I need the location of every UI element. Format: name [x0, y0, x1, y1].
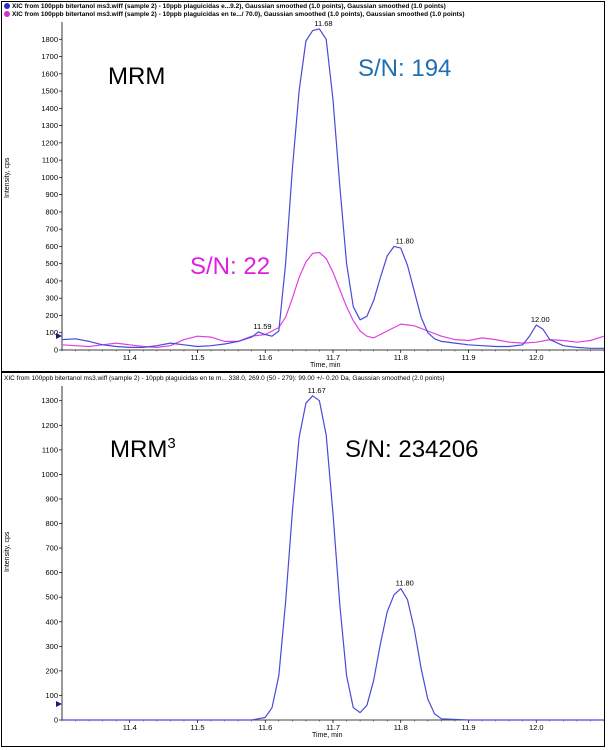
- top-threshold-marker-icon: [56, 333, 62, 339]
- bottom-y-tick-label: 1100: [42, 445, 58, 454]
- top-peak-label: 12.00: [531, 315, 550, 324]
- top-sn-blue-label: S/N: 194: [358, 55, 452, 82]
- bottom-y-tick-label: 500: [45, 593, 58, 602]
- top-y-tick-label: 1300: [41, 121, 58, 130]
- bottom-peak-label: 11.80: [396, 579, 414, 588]
- bottom-y-tick-label: 800: [45, 519, 58, 528]
- top-legend-entry-2: XIC from 100ppb bitertanol ms3.wiff (sam…: [4, 11, 604, 19]
- pink-series-dot-icon: [4, 11, 10, 18]
- top-y-tick-label: 100: [45, 328, 58, 337]
- top-y-tick-label: 800: [45, 207, 58, 216]
- top-y-tick-label: 1700: [41, 52, 58, 61]
- top-y-tick-label: 1200: [41, 138, 58, 147]
- top-sn-pink-label: S/N: 22: [190, 253, 271, 280]
- bottom-y-tick-label: 600: [45, 568, 58, 577]
- top-y-tick-label: 1000: [41, 173, 58, 182]
- top-x-tick-label: 11.8: [394, 353, 408, 362]
- bottom-x-tick-label: 12.0: [529, 723, 544, 732]
- bottom-y-tick-label: 400: [45, 617, 58, 626]
- bottom-y-tick-label: 1300: [41, 396, 58, 405]
- bottom-x-axis-label: Time, min: [312, 732, 343, 739]
- bottom-x-tick-label: 11.5: [190, 723, 204, 732]
- top-x-tick-label: 11.7: [326, 353, 340, 362]
- top-x-tick-label: 11.9: [461, 353, 475, 362]
- blue-series-dot-icon: [4, 3, 10, 10]
- top-method-label: MRM: [108, 63, 166, 90]
- top-x-axis-label: Time, min: [310, 362, 341, 369]
- bottom-x-tick-label: 11.8: [394, 723, 408, 732]
- bottom-x-tick-label: 11.9: [461, 723, 475, 732]
- method-superscript: 3: [167, 435, 176, 452]
- bottom-y-tick-label: 1000: [41, 470, 58, 479]
- top-y-tick-label: 700: [45, 225, 58, 234]
- top-x-tick-label: 11.4: [123, 353, 137, 362]
- top-y-tick-label: 300: [45, 294, 58, 303]
- bottom-x-tick-label: 11.7: [326, 723, 340, 732]
- bottom-y-tick-label: 0: [54, 716, 58, 725]
- bottom-series-line: [62, 395, 604, 721]
- top-peak-label: 11.59: [253, 322, 271, 331]
- top-x-tick-label: 11.6: [258, 353, 272, 362]
- top-series-line: [61, 251, 605, 348]
- bottom-y-tick-label: 200: [45, 666, 58, 675]
- bottom-y-axis-label: Intensity, cps: [4, 531, 11, 572]
- top-y-tick-label: 1100: [42, 156, 58, 165]
- top-peak-label: 11.68: [314, 19, 332, 28]
- top-y-axis-label: Intensity, cps: [4, 157, 11, 198]
- top-y-tick-label: 400: [45, 276, 58, 285]
- top-y-tick-label: 0: [54, 346, 58, 355]
- top-y-tick-label: 900: [45, 190, 58, 199]
- top-y-tick-label: 600: [45, 242, 58, 251]
- top-y-tick-label: 200: [45, 311, 58, 320]
- bottom-method-label: MRM3: [110, 435, 176, 463]
- panel-divider: [1, 371, 605, 373]
- bottom-y-tick-label: 700: [45, 544, 58, 553]
- top-x-tick-label: 11.5: [190, 353, 204, 362]
- top-series-line: [61, 28, 604, 349]
- top-y-tick-label: 1600: [41, 69, 58, 78]
- bottom-y-tick-label: 900: [45, 494, 58, 503]
- top-y-tick-label: 1400: [41, 104, 58, 113]
- top-peak-label: 11.80: [396, 236, 414, 245]
- bottom-peak-label: 11.67: [308, 386, 326, 395]
- top-y-tick-label: 1800: [41, 35, 58, 44]
- top-y-tick-label: 500: [45, 259, 58, 268]
- bottom-y-tick-label: 300: [45, 642, 58, 651]
- top-legend-entry-1: XIC from 100ppb bitertanol ms3.wiff (sam…: [4, 3, 604, 11]
- bottom-threshold-marker-icon: [56, 701, 62, 707]
- bottom-legend-entry: XIC from 100ppb bitertanol ms3.wiff (sam…: [4, 375, 445, 382]
- top-y-tick-label: 1500: [41, 87, 58, 96]
- bottom-sn-label: S/N: 234206: [345, 436, 479, 463]
- bottom-x-tick-label: 11.4: [123, 723, 137, 732]
- bottom-y-tick-label: 100: [45, 691, 58, 700]
- bottom-x-tick-label: 11.6: [258, 723, 272, 732]
- top-x-tick-label: 12.0: [529, 353, 544, 362]
- bottom-y-tick-label: 1200: [41, 421, 58, 430]
